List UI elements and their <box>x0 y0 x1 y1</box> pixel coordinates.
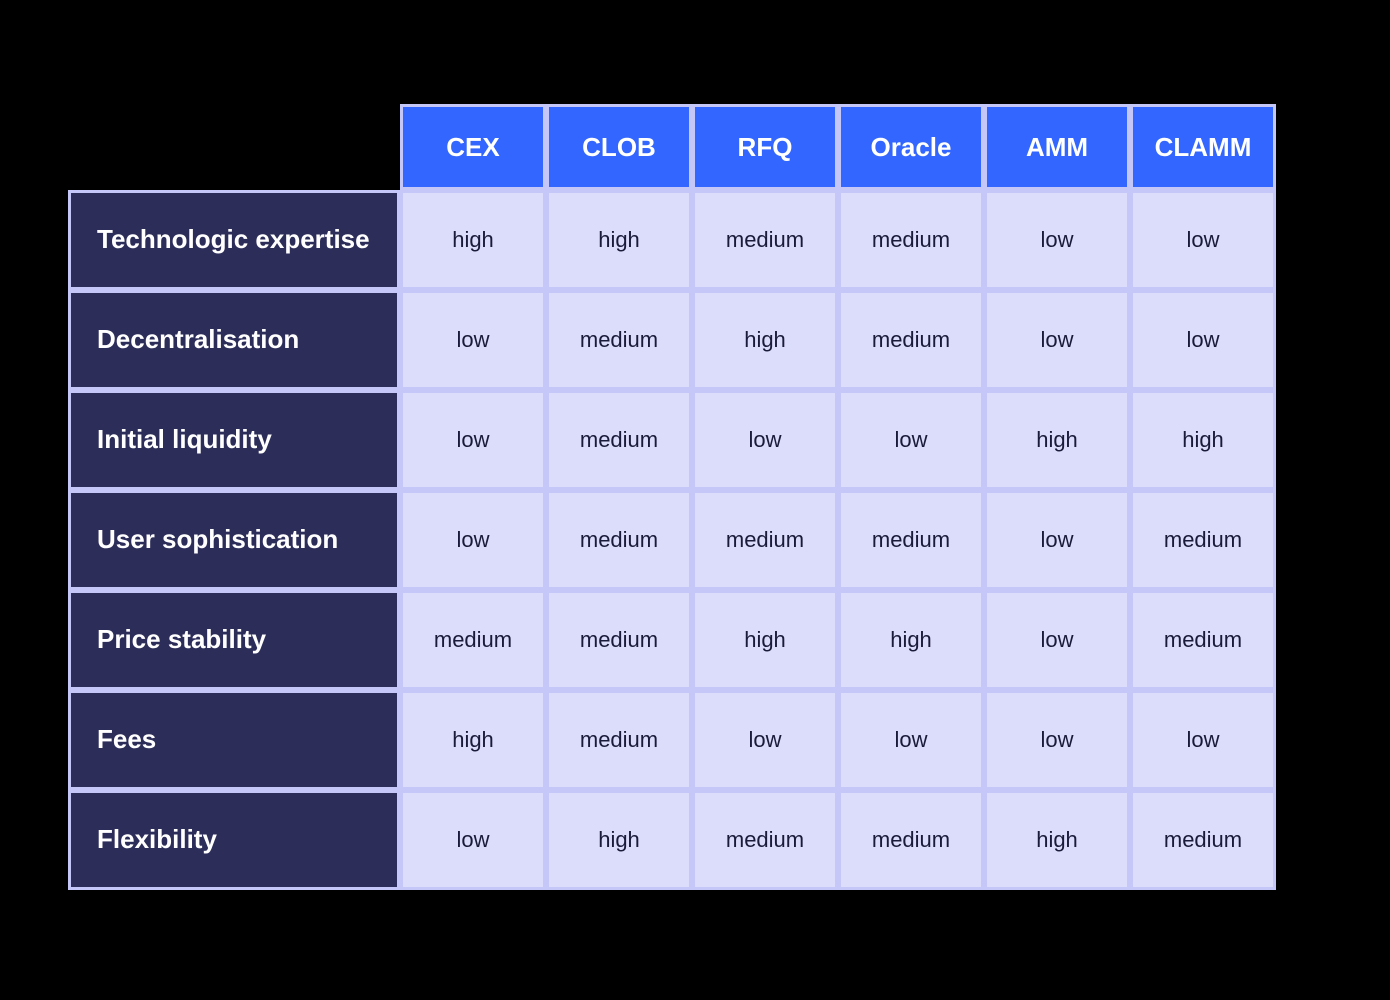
data-cell: medium <box>1130 490 1276 590</box>
data-cell: medium <box>692 490 838 590</box>
data-cell: low <box>1130 290 1276 390</box>
data-cell: medium <box>546 390 692 490</box>
row-header-user-sophistication: User sophistication <box>68 490 400 590</box>
data-cell: low <box>838 390 984 490</box>
data-cell: medium <box>1130 590 1276 690</box>
data-cell: medium <box>838 490 984 590</box>
data-cell: low <box>838 690 984 790</box>
data-cell: low <box>400 790 546 890</box>
header-row: CEX CLOB RFQ Oracle AMM CLAMM <box>68 104 1276 190</box>
col-header-clamm: CLAMM <box>1130 104 1276 190</box>
col-header-clob: CLOB <box>546 104 692 190</box>
data-cell: low <box>692 390 838 490</box>
data-cell: low <box>1130 190 1276 290</box>
row-header-decentralisation: Decentralisation <box>68 290 400 390</box>
comparison-table: CEX CLOB RFQ Oracle AMM CLAMM Technologi… <box>68 104 1276 890</box>
table-row: Fees high medium low low low low <box>68 690 1276 790</box>
data-cell: medium <box>692 190 838 290</box>
data-cell: high <box>400 690 546 790</box>
comparison-table-wrapper: CEX CLOB RFQ Oracle AMM CLAMM Technologi… <box>68 104 1276 890</box>
data-cell: medium <box>838 290 984 390</box>
table-row: Flexibility low high medium medium high … <box>68 790 1276 890</box>
data-cell: medium <box>546 290 692 390</box>
data-cell: medium <box>1130 790 1276 890</box>
data-cell: high <box>1130 390 1276 490</box>
table-row: User sophistication low medium medium me… <box>68 490 1276 590</box>
table-row: Technologic expertise high high medium m… <box>68 190 1276 290</box>
data-cell: medium <box>838 790 984 890</box>
data-cell: high <box>692 290 838 390</box>
data-cell: low <box>1130 690 1276 790</box>
data-cell: high <box>838 590 984 690</box>
row-header-flexibility: Flexibility <box>68 790 400 890</box>
data-cell: high <box>692 590 838 690</box>
table-row: Initial liquidity low medium low low hig… <box>68 390 1276 490</box>
corner-cell <box>68 104 400 190</box>
data-cell: medium <box>546 490 692 590</box>
data-cell: low <box>400 390 546 490</box>
data-cell: medium <box>546 590 692 690</box>
col-header-amm: AMM <box>984 104 1130 190</box>
row-header-fees: Fees <box>68 690 400 790</box>
data-cell: high <box>546 190 692 290</box>
data-cell: low <box>400 290 546 390</box>
col-header-oracle: Oracle <box>838 104 984 190</box>
row-header-technologic-expertise: Technologic expertise <box>68 190 400 290</box>
data-cell: medium <box>838 190 984 290</box>
data-cell: high <box>546 790 692 890</box>
data-cell: high <box>400 190 546 290</box>
data-cell: medium <box>692 790 838 890</box>
data-cell: low <box>692 690 838 790</box>
data-cell: high <box>984 390 1130 490</box>
col-header-cex: CEX <box>400 104 546 190</box>
data-cell: low <box>984 490 1130 590</box>
table-row: Decentralisation low medium high medium … <box>68 290 1276 390</box>
data-cell: medium <box>546 690 692 790</box>
data-cell: low <box>984 590 1130 690</box>
col-header-rfq: RFQ <box>692 104 838 190</box>
table-row: Price stability medium medium high high … <box>68 590 1276 690</box>
data-cell: low <box>984 690 1130 790</box>
row-header-price-stability: Price stability <box>68 590 400 690</box>
row-header-initial-liquidity: Initial liquidity <box>68 390 400 490</box>
data-cell: low <box>984 290 1130 390</box>
data-cell: medium <box>400 590 546 690</box>
data-cell: high <box>984 790 1130 890</box>
data-cell: low <box>984 190 1130 290</box>
data-cell: low <box>400 490 546 590</box>
